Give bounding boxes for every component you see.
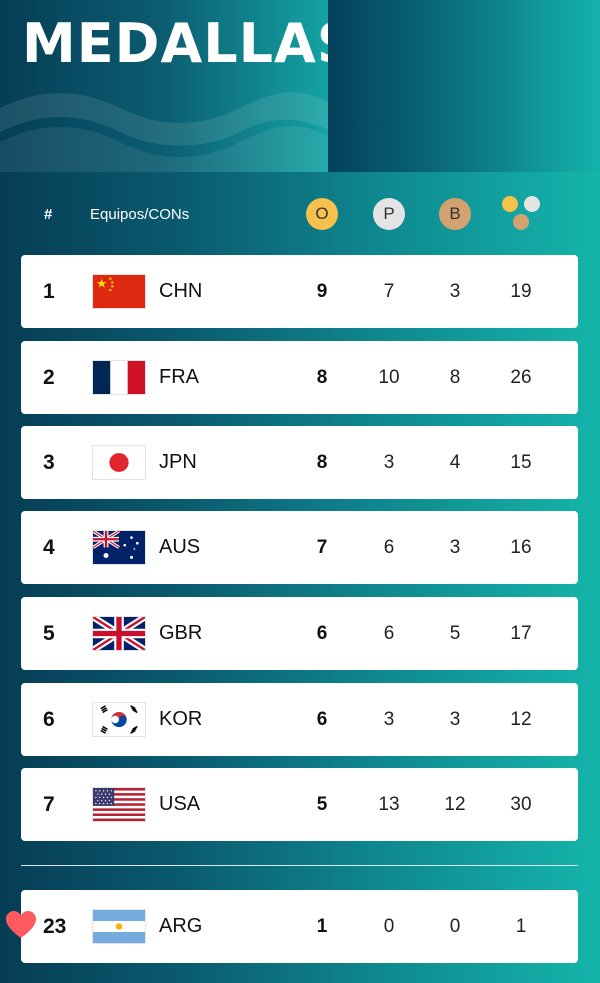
header: MEDALLAS (0, 0, 600, 172)
silver-count: 10 (378, 367, 400, 388)
favorite-row[interactable]: 23 ARG 1 0 0 1 (21, 890, 578, 963)
bronze-count: 8 (449, 367, 461, 388)
silver-count: 6 (383, 623, 395, 644)
team-code: KOR (159, 708, 203, 730)
divider (21, 865, 578, 866)
rank-column-header: # (44, 206, 53, 223)
table-row[interactable]: 2 FRA 8 10 8 26 (21, 341, 578, 414)
australia-flag-icon (92, 530, 146, 565)
team-column-header: Equipos/CONs (90, 206, 190, 223)
table-row[interactable]: 4 AUS 7 6 3 16 (21, 511, 578, 584)
bronze-medal-icon: B (439, 198, 471, 230)
total-count: 19 (510, 281, 532, 302)
rank-cell: 23 (43, 915, 67, 938)
team-code: FRA (159, 366, 199, 388)
table-row[interactable]: 3 JPN 8 3 4 15 (21, 426, 578, 499)
china-flag-icon (92, 274, 146, 309)
rank-cell: 7 (43, 793, 55, 816)
gold-count: 5 (316, 794, 328, 815)
bronze-count: 3 (449, 709, 461, 730)
rank-cell: 3 (43, 451, 55, 474)
gold-count: 8 (316, 367, 328, 388)
gold-count: 8 (316, 452, 328, 473)
total-count: 17 (510, 623, 532, 644)
rank-cell: 1 (43, 280, 55, 303)
bronze-count: 4 (449, 452, 461, 473)
gold-medal-icon: O (306, 198, 338, 230)
silver-count: 7 (383, 281, 395, 302)
table-row[interactable]: 1 CHN 9 7 3 19 (21, 255, 578, 328)
bronze-count: 3 (449, 537, 461, 558)
total-count: 15 (510, 452, 532, 473)
bronze-count: 12 (444, 794, 466, 815)
heart-icon[interactable] (6, 911, 36, 939)
team-code: AUS (159, 536, 201, 558)
team-code: GBR (159, 622, 203, 644)
gold-count: 7 (316, 537, 328, 558)
header-banner: MEDALLAS (0, 0, 328, 172)
page-title: MEDALLAS (22, 12, 328, 75)
silver-count: 3 (383, 452, 395, 473)
uk-flag-icon (92, 616, 146, 651)
gold-count: 6 (316, 623, 328, 644)
team-code: JPN (159, 451, 197, 473)
france-flag-icon (92, 360, 146, 395)
bronze-count: 5 (449, 623, 461, 644)
silver-count: 6 (383, 537, 395, 558)
total-count: 26 (510, 367, 532, 388)
rank-cell: 4 (43, 536, 55, 559)
rank-cell: 2 (43, 366, 55, 389)
silver-count: 3 (383, 709, 395, 730)
table-header: # Equipos/CONs O P B (0, 190, 600, 236)
total-count: 1 (515, 916, 527, 937)
silver-count: 13 (378, 794, 400, 815)
gold-count: 1 (316, 916, 328, 937)
table-row[interactable]: 7 USA 5 13 12 30 (21, 768, 578, 841)
argentina-flag-icon (92, 909, 146, 944)
usa-flag-icon (92, 787, 146, 822)
gold-count: 9 (316, 281, 328, 302)
team-code: ARG (159, 915, 203, 937)
total-count: 16 (510, 537, 532, 558)
gold-count: 6 (316, 709, 328, 730)
silver-count: 0 (383, 916, 395, 937)
waves-decoration (0, 92, 328, 172)
bronze-count: 3 (449, 281, 461, 302)
header-side-panel (328, 0, 600, 172)
total-count: 30 (510, 794, 532, 815)
japan-flag-icon (92, 445, 146, 480)
silver-medal-icon: P (373, 198, 405, 230)
bronze-count: 0 (449, 916, 461, 937)
table-row[interactable]: 6 KOR 6 3 3 12 (21, 683, 578, 756)
total-count: 12 (510, 709, 532, 730)
rank-cell: 5 (43, 622, 55, 645)
table-row[interactable]: 5 GBR 6 6 5 17 (21, 597, 578, 670)
rank-cell: 6 (43, 708, 55, 731)
korea-flag-icon (92, 702, 146, 737)
team-code: USA (159, 793, 201, 815)
team-code: CHN (159, 280, 203, 302)
